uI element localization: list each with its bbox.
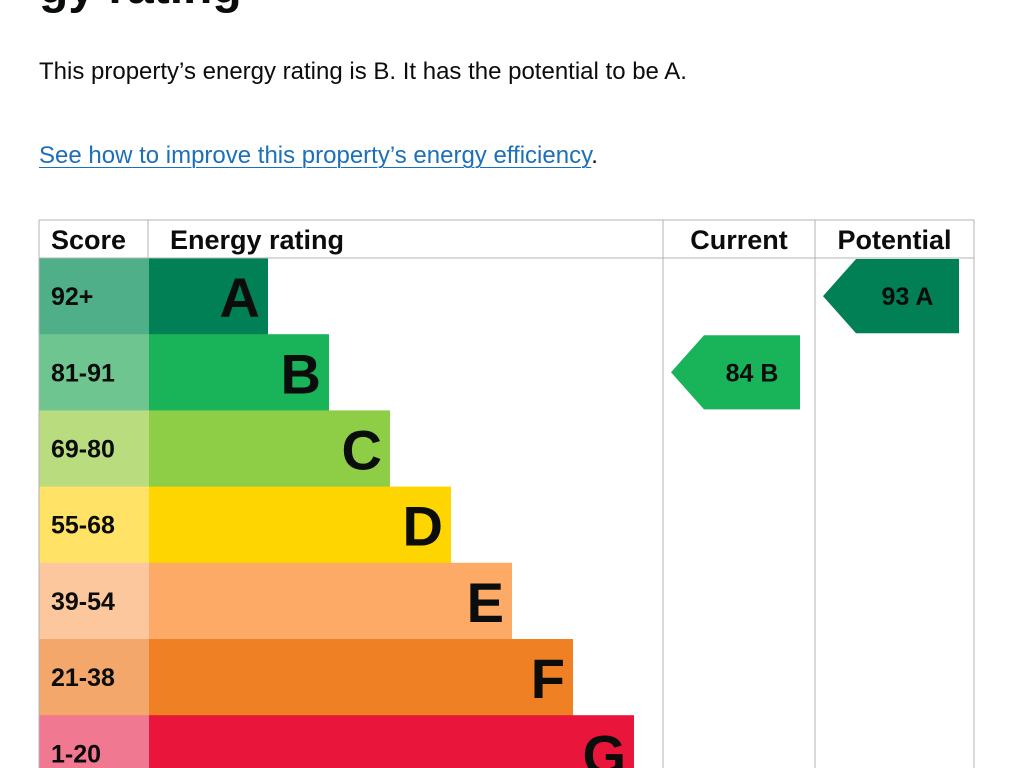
score-cell-e [39,562,149,640]
rating-letter-d: D [403,495,443,558]
header-score: Score [51,225,126,255]
score-label-f: 21-38 [51,664,115,692]
header-energy-rating: Energy rating [170,225,344,255]
rating-bar-b [149,334,329,411]
rating-bar-g [149,715,634,768]
rating-letter-a: A [220,266,260,329]
potential-rating-arrow-label: 93 A [882,283,934,311]
score-label-e: 39-54 [51,588,115,616]
score-label-b: 81-91 [51,359,115,387]
rating-letter-f: F [531,647,565,710]
energy-rating-summary: This property’s energy rating is B. It h… [39,58,687,85]
rating-letter-g: G [582,723,626,768]
score-label-c: 69-80 [51,436,115,464]
score-label-g: 1-20 [51,740,101,768]
improve-paragraph: See how to improve this property’s energ… [39,140,598,172]
current-rating-arrow-label: 84 B [726,359,779,387]
score-cell-c [39,410,149,488]
current-rating-arrow [671,335,800,410]
rating-bar-f [149,639,573,716]
page-heading: gy rating [39,0,242,12]
rating-letter-b: B [281,342,321,405]
header-current: Current [690,225,788,255]
improve-link-suffix: . [591,142,598,169]
potential-rating-arrow [823,259,959,334]
rating-bar-d [149,486,451,564]
score-cell-d [39,486,149,564]
score-label-a: 92+ [51,283,93,311]
score-cell-a [39,258,149,335]
rating-letter-e: E [467,571,504,634]
header-potential: Potential [837,225,951,255]
rating-bar-c [149,410,390,488]
score-cell-g [39,715,149,768]
improve-energy-efficiency-link[interactable]: See how to improve this property’s energ… [39,142,592,169]
score-cell-f [39,639,149,716]
rating-letter-c: C [342,419,382,482]
rating-bar-e [149,562,512,640]
score-label-d: 55-68 [51,512,115,540]
score-cell-b [39,334,149,411]
rating-bar-a [149,258,268,335]
